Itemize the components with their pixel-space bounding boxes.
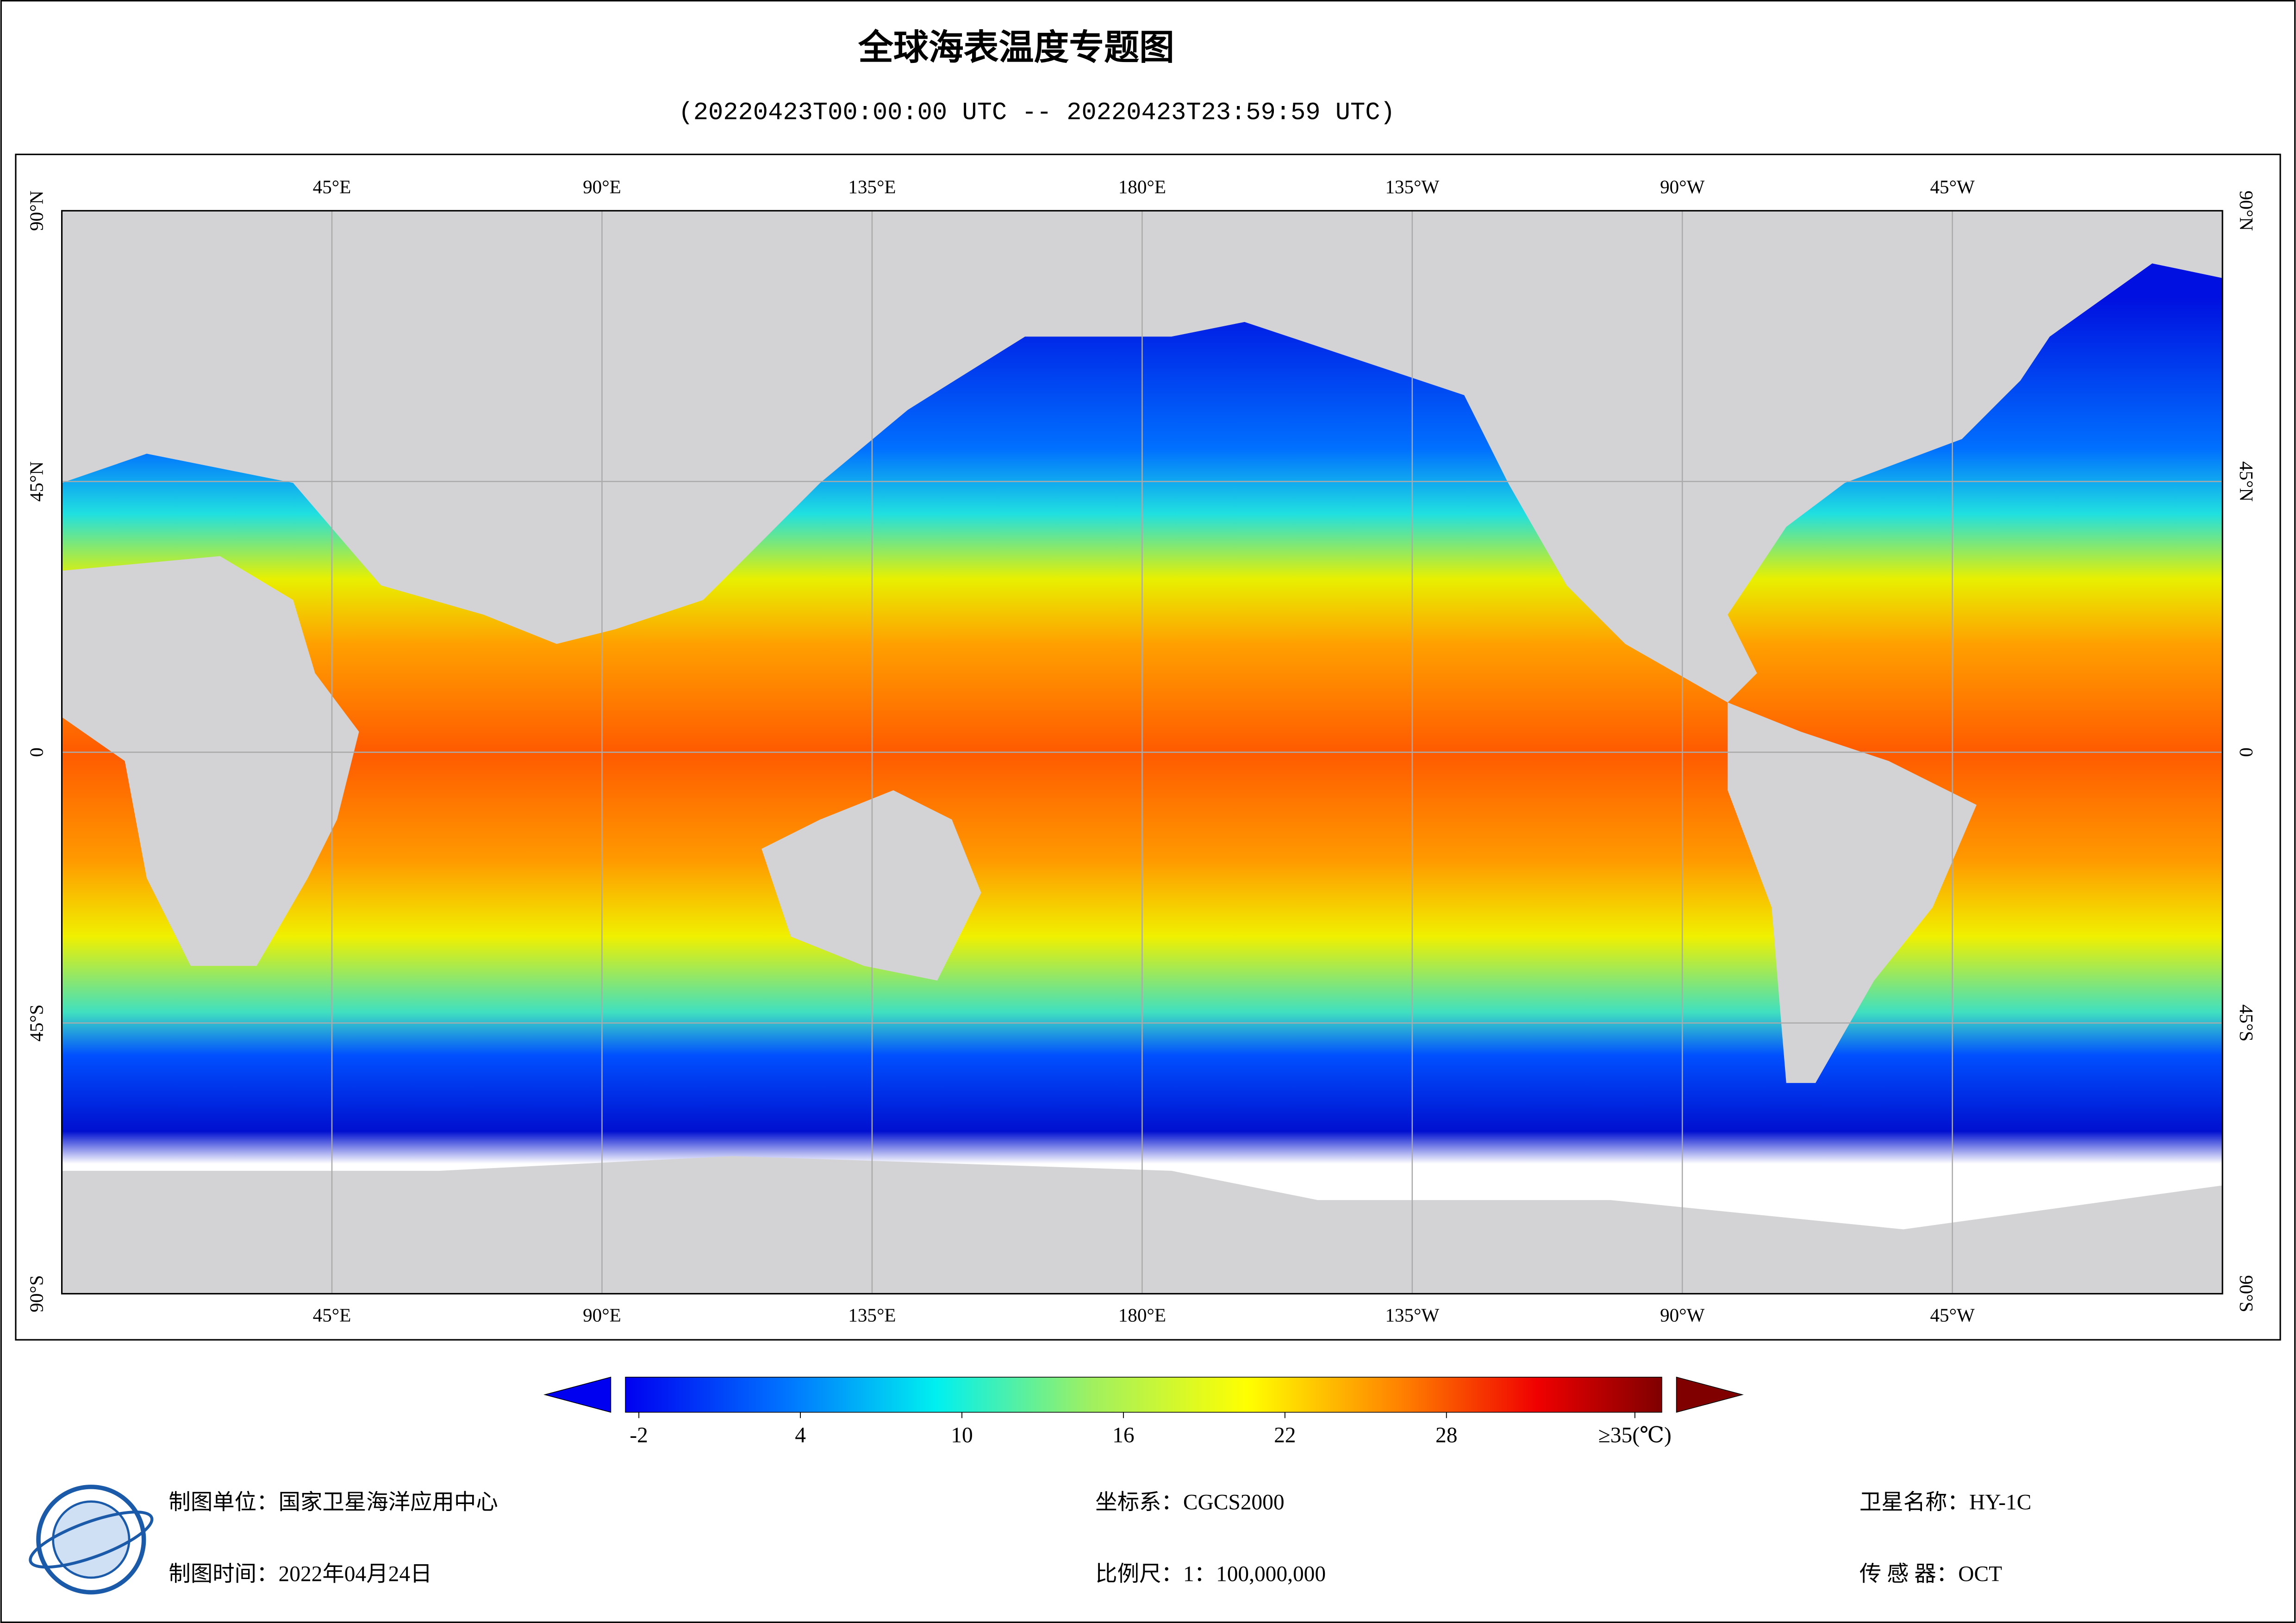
footer-date: 制图时间：2022年04月24日 (168, 1562, 432, 1586)
footer-crs: 坐标系：CGCS2000 (1095, 1491, 1284, 1515)
footer-scale: 比例尺：1：100,000,000 (1095, 1562, 1326, 1586)
lat-label-left: 0 (25, 747, 47, 757)
lat-label-right: 45°S (2236, 1004, 2257, 1041)
colorbar-label: ≥35(℃) (1598, 1423, 1672, 1447)
australia (761, 790, 981, 981)
lon-label-top: 45°W (1930, 176, 1975, 197)
lon-label-bottom: 45°E (313, 1305, 351, 1326)
colorbar-under (543, 1376, 611, 1413)
lon-label-bottom: 90°E (583, 1305, 621, 1326)
map-border (61, 210, 2223, 1295)
lon-label-top: 135°W (1385, 176, 1439, 197)
subtitle: (20220423T00:00:00 UTC -- 20220423T23:59… (679, 99, 1395, 127)
lat-label-left: 45°S (25, 1004, 47, 1041)
lon-label-bottom: 90°W (1660, 1305, 1705, 1326)
south-america (1728, 702, 1977, 1083)
lat-label-right: 90°S (2236, 1275, 2257, 1312)
graticule (62, 211, 2223, 1294)
map (61, 210, 2223, 1295)
map-frame (15, 154, 2281, 1341)
lon-label-bottom: 135°W (1385, 1305, 1439, 1326)
colorbar-label: 10 (951, 1423, 973, 1447)
lon-label-bottom: 45°W (1930, 1305, 1975, 1326)
colorbar-label: 4 (795, 1423, 806, 1447)
lat-label-right: 45°N (2236, 461, 2257, 502)
africa (62, 556, 359, 966)
footer-sensor: 传 感 器：OCT (1859, 1562, 2002, 1586)
lat-label-left: 90°N (25, 191, 47, 231)
colorbar-over (1676, 1376, 1744, 1413)
lon-label-top: 135°E (848, 176, 896, 197)
colorbar (625, 1376, 1662, 1413)
footer-satellite: 卫星名称：HY-1C (1859, 1491, 2031, 1515)
lon-label-bottom: 135°E (848, 1305, 896, 1326)
colorbar-label: 28 (1435, 1423, 1457, 1447)
colorbar-label: -2 (630, 1423, 648, 1447)
title: 全球海表温度专题图 (858, 27, 1174, 68)
lat-label-right: 90°N (2236, 191, 2257, 231)
logo (29, 1485, 154, 1595)
lat-label-right: 0 (2236, 747, 2257, 757)
lon-label-top: 180°E (1118, 176, 1166, 197)
lon-label-top: 90°E (583, 176, 621, 197)
lon-label-bottom: 180°E (1118, 1305, 1166, 1326)
lon-label-top: 90°W (1660, 176, 1705, 197)
lat-label-left: 90°S (25, 1275, 47, 1312)
lon-label-top: 45°E (313, 176, 351, 197)
colorbar-label: 22 (1274, 1423, 1296, 1447)
lat-label-left: 45°N (25, 461, 47, 502)
colorbar-label: 16 (1112, 1423, 1134, 1447)
footer-unit: 制图单位：国家卫星海洋应用中心 (168, 1491, 498, 1515)
